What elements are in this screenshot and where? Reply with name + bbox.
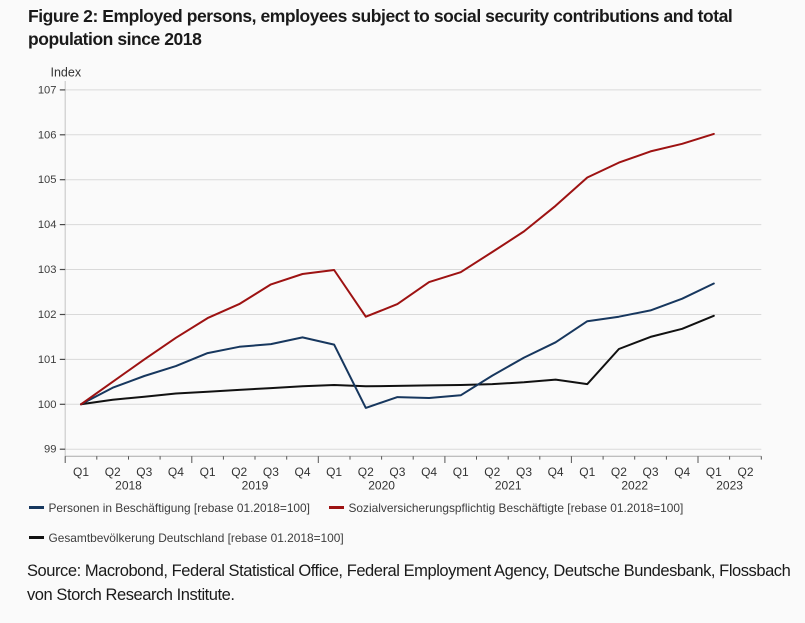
svg-text:Q3: Q3 xyxy=(136,465,152,479)
svg-text:Q3: Q3 xyxy=(642,465,658,479)
svg-text:104: 104 xyxy=(38,219,57,231)
svg-text:Index: Index xyxy=(51,66,82,80)
svg-text:2019: 2019 xyxy=(242,479,269,493)
svg-text:2018: 2018 xyxy=(115,479,142,493)
svg-text:Q4: Q4 xyxy=(421,465,437,479)
svg-text:Q3: Q3 xyxy=(389,465,405,479)
svg-text:Q3: Q3 xyxy=(516,465,532,479)
svg-text:Q2: Q2 xyxy=(737,465,753,479)
svg-text:99: 99 xyxy=(44,444,56,456)
svg-text:Q4: Q4 xyxy=(168,465,184,479)
svg-text:Q1: Q1 xyxy=(326,465,342,479)
svg-text:Q4: Q4 xyxy=(674,465,690,479)
svg-text:Q3: Q3 xyxy=(263,465,279,479)
svg-text:Q1: Q1 xyxy=(200,465,216,479)
svg-text:2020: 2020 xyxy=(368,479,395,493)
svg-text:102: 102 xyxy=(38,309,57,321)
svg-text:Q2: Q2 xyxy=(484,465,500,479)
svg-text:Q2: Q2 xyxy=(231,465,247,479)
svg-text:2022: 2022 xyxy=(621,479,648,493)
svg-text:103: 103 xyxy=(38,264,57,276)
svg-text:Q2: Q2 xyxy=(611,465,627,479)
svg-text:Q1: Q1 xyxy=(453,465,469,479)
svg-text:107: 107 xyxy=(38,84,57,96)
svg-text:Q4: Q4 xyxy=(548,465,564,479)
svg-text:Q4: Q4 xyxy=(294,465,310,479)
svg-text:2023: 2023 xyxy=(716,479,743,493)
svg-text:Q1: Q1 xyxy=(579,465,595,479)
svg-text:Q2: Q2 xyxy=(105,465,121,479)
svg-text:101: 101 xyxy=(38,354,57,366)
svg-text:Q1: Q1 xyxy=(73,465,89,479)
svg-text:Q2: Q2 xyxy=(358,465,374,479)
svg-text:2021: 2021 xyxy=(495,479,522,493)
svg-text:106: 106 xyxy=(38,129,57,141)
svg-text:100: 100 xyxy=(38,399,57,411)
svg-text:Q1: Q1 xyxy=(706,465,722,479)
svg-text:105: 105 xyxy=(38,174,57,186)
